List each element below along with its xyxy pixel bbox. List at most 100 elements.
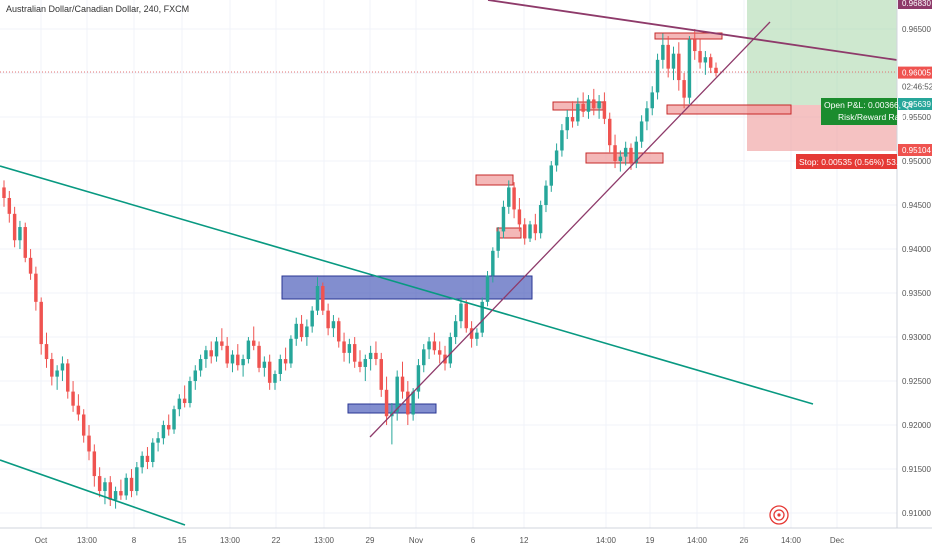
candle-body — [71, 391, 75, 406]
candle-body — [368, 352, 373, 360]
candle-body — [576, 103, 580, 122]
trendline-green-upper[interactable] — [0, 165, 814, 405]
candle-body — [113, 491, 118, 500]
y-tick-label: 0.92000 — [902, 421, 931, 430]
candle-body — [166, 425, 171, 430]
candle-body — [650, 92, 654, 109]
candle-body — [135, 467, 139, 492]
time-axis[interactable]: Oct 13:00 8 15 13:00 22 13:00 29 Nov 6 12 14:00 19 14… — [0, 527, 932, 550]
take-profit-zone[interactable] — [747, 0, 897, 105]
candle-body — [278, 359, 283, 374]
x-tick-label: Oct — [35, 536, 48, 545]
y-tick-label: 0.92500 — [902, 377, 931, 386]
trendline-green-lower[interactable] — [0, 459, 186, 526]
candle-body — [459, 303, 463, 322]
candle-body — [586, 99, 591, 112]
candle-body — [352, 344, 357, 362]
candle-body — [321, 286, 325, 311]
candle-body — [714, 67, 718, 74]
candle-body — [315, 286, 320, 311]
candle-body — [501, 206, 506, 232]
candle-body — [23, 227, 27, 258]
candle-body — [12, 213, 17, 241]
candle-body — [677, 53, 681, 81]
price-tag-stop-bg — [898, 144, 932, 156]
candle-body — [629, 147, 633, 163]
candle-body — [464, 303, 468, 329]
price-tag-current-bg — [898, 66, 932, 79]
candle-body — [39, 301, 43, 345]
candle-body — [645, 108, 649, 122]
candle-body — [507, 187, 511, 207]
candle-body — [581, 103, 585, 112]
candle-body — [28, 257, 33, 274]
trendline-purple-support[interactable] — [369, 21, 771, 438]
candle-body — [246, 340, 251, 360]
candle-body — [230, 354, 235, 364]
x-tick-label: 12 — [520, 536, 529, 545]
candle-body — [151, 442, 155, 462]
candle-body — [358, 361, 362, 367]
candle-body — [326, 310, 330, 329]
candle-body — [2, 187, 6, 198]
candle-body — [528, 224, 532, 239]
candle-body — [81, 414, 86, 436]
x-tick-label: 8 — [132, 536, 137, 545]
candle-body — [92, 451, 97, 477]
x-tick-label: 14:00 — [687, 536, 708, 545]
candle-body — [608, 118, 612, 146]
candle-body — [161, 425, 166, 439]
candle-body — [634, 141, 639, 163]
candle-body — [416, 365, 421, 392]
candle-body — [549, 165, 554, 186]
zone-red-5[interactable] — [654, 32, 723, 40]
candle-body — [156, 438, 160, 443]
x-tick-label: 26 — [740, 536, 749, 545]
candle-body — [18, 227, 22, 241]
candle-body — [7, 198, 12, 214]
candle-body — [209, 350, 213, 357]
candle-body — [687, 39, 692, 98]
trendline-purple-resistance[interactable] — [487, 0, 898, 61]
candle-body — [693, 39, 697, 52]
x-tick-label: 14:00 — [781, 536, 802, 545]
candle-body — [124, 477, 128, 496]
trade-labels: Open P&L: 0.00366, Qt Risk/Reward Ratio: S… — [796, 98, 913, 169]
open-pnl-text: Open P&L: 0.00366, Qt — [824, 100, 913, 110]
candle-body — [565, 117, 569, 131]
zone-red-1[interactable] — [475, 174, 514, 186]
candle-body — [363, 359, 368, 367]
candle-body — [469, 328, 474, 339]
candle-body — [283, 359, 288, 364]
candle-body — [236, 354, 240, 366]
candle-body — [76, 405, 81, 415]
y-tick-label: 0.94000 — [902, 245, 931, 254]
candle-body — [193, 370, 198, 382]
countdown-tag: 02:46:52 — [902, 83, 932, 92]
candle-body — [66, 363, 70, 392]
candle-body — [289, 338, 293, 364]
x-tick-label: 13:00 — [77, 536, 98, 545]
y-tick-label: 0.94500 — [902, 201, 931, 210]
candle-body — [299, 323, 304, 338]
supply-zone-blue[interactable] — [281, 275, 533, 300]
candle-body — [708, 57, 713, 68]
price-axis[interactable]: 0.965000.960000.955000.950000.945000.940… — [896, 0, 932, 550]
candle-body — [379, 359, 383, 390]
price-tag-current: 0.96005 — [902, 69, 931, 78]
candle-body — [44, 344, 49, 360]
candle-body — [491, 250, 495, 276]
candle-body — [140, 455, 144, 468]
candle-body — [214, 341, 219, 357]
zone-red-2[interactable] — [496, 227, 522, 239]
candle-body — [671, 53, 676, 69]
x-tick-label: 15 — [178, 536, 187, 545]
candle-body — [294, 323, 298, 339]
candle-body — [172, 409, 176, 430]
candle-body — [597, 101, 601, 109]
candle-body — [661, 44, 665, 60]
candle-body — [613, 145, 617, 162]
zone-red-6[interactable] — [666, 104, 792, 115]
candle-body — [592, 99, 596, 109]
